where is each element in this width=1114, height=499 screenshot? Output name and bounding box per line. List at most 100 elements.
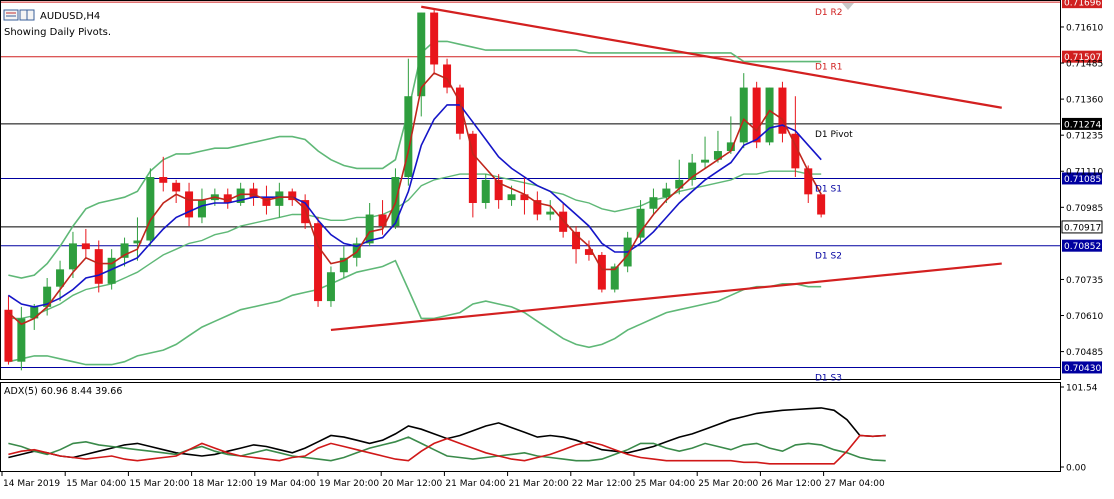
time-tick-label: 26 Mar 12:00 xyxy=(761,479,821,489)
candle xyxy=(326,266,335,307)
candle-body xyxy=(559,211,568,232)
candle xyxy=(4,295,13,365)
candle-body xyxy=(172,182,181,192)
pivot-price-label: 0.70852 xyxy=(1064,242,1101,252)
adx-tick-label: 0.00 xyxy=(1066,464,1086,474)
candle-body xyxy=(688,162,697,180)
candle-body xyxy=(713,151,722,160)
candle-body xyxy=(326,272,335,302)
pivot-price-box xyxy=(1062,117,1102,130)
candle xyxy=(468,130,477,218)
lower-trendline xyxy=(330,262,1002,332)
candle xyxy=(275,182,284,218)
candle-body xyxy=(417,12,426,97)
candle xyxy=(365,202,374,247)
adx-series-line xyxy=(8,434,886,465)
candle-body xyxy=(546,211,555,215)
time-tick-label: 14 Mar 2019 xyxy=(3,479,60,489)
price-tick-label: 0.70985 xyxy=(1066,204,1103,214)
candle xyxy=(81,228,90,258)
candle-body xyxy=(636,208,645,238)
adx-panel-layer: 101.54 0.00 xyxy=(8,384,1098,474)
candle-body xyxy=(223,194,232,203)
pivot-price-label: 0.71274 xyxy=(1064,120,1101,130)
pivot-subtitle: Showing Daily Pivots. xyxy=(4,27,111,38)
candle xyxy=(68,231,77,279)
time-tick-label: 21 Mar 04:00 xyxy=(445,479,505,489)
candle xyxy=(391,168,400,229)
candle xyxy=(172,179,181,203)
candle-body xyxy=(365,214,374,244)
pivot-name-label: D1 Pivot xyxy=(815,130,853,140)
time-tick-label: 27 Mar 04:00 xyxy=(825,479,885,489)
candle xyxy=(404,58,413,186)
candle-body xyxy=(4,309,13,362)
adx-header-label: ADX(5) 60.96 8.44 39.66 xyxy=(4,386,122,397)
pivot-price-label: 0.71696 xyxy=(1064,0,1101,9)
candle xyxy=(533,191,542,221)
price-tick-label: 0.71485 xyxy=(1066,60,1103,70)
candle xyxy=(481,174,490,209)
candle-body xyxy=(262,197,271,206)
time-tick-label: 19 Mar 04:00 xyxy=(256,479,316,489)
time-tick-label: 18 Mar 12:00 xyxy=(193,479,253,489)
candle xyxy=(30,303,39,330)
price-panel-frame xyxy=(0,0,1061,380)
candle-body xyxy=(739,87,748,143)
time-tick-label: 15 Mar 20:00 xyxy=(129,479,189,489)
current-price-box xyxy=(1061,220,1103,234)
candle xyxy=(572,226,581,264)
moving-averages-layer xyxy=(7,72,822,326)
candle-body xyxy=(301,200,310,224)
candle-body xyxy=(610,266,619,290)
pivot-lines-layer xyxy=(1,1,1060,368)
candle-body xyxy=(804,168,813,195)
candle-body xyxy=(507,194,516,201)
candle xyxy=(339,246,348,279)
candle-body xyxy=(288,191,297,201)
price-axis: 0.71696 0.71507 0.71274 0.71085 0.70852 0.704… xyxy=(1060,0,1103,374)
candle-body xyxy=(197,200,206,218)
price-tick-label: 0.71360 xyxy=(1066,96,1103,106)
candle xyxy=(455,84,464,140)
upper-trendline xyxy=(421,5,1002,109)
adx-series-line xyxy=(8,436,886,462)
candle xyxy=(146,168,155,247)
candle-body xyxy=(662,188,671,198)
candle xyxy=(159,156,168,192)
pivot-name-label: D1 R2 xyxy=(815,8,843,18)
moving-average-slow-line xyxy=(7,104,822,308)
pivot-name-label: D1 S2 xyxy=(815,252,842,262)
candle-body xyxy=(404,96,413,178)
candle-body xyxy=(236,188,245,203)
candle-body xyxy=(68,243,77,270)
pivot-price-box xyxy=(1062,239,1102,252)
indicator-panel-frame xyxy=(0,382,1061,472)
price-tick-label: 0.71610 xyxy=(1066,23,1103,33)
candle-body xyxy=(520,194,529,201)
candle-body xyxy=(314,223,323,302)
candle xyxy=(701,136,710,169)
candle-body xyxy=(817,194,826,215)
bollinger-middle-line xyxy=(8,170,822,320)
candle xyxy=(584,240,593,261)
candle-body xyxy=(94,249,103,284)
candle xyxy=(636,200,645,244)
candle-body xyxy=(275,191,284,206)
candle-body xyxy=(43,286,52,307)
time-tick-label: 15 Mar 04:00 xyxy=(66,479,126,489)
pivot-price-box xyxy=(1062,361,1102,374)
bollinger-lower-line xyxy=(8,259,822,366)
candle-body xyxy=(494,179,503,201)
candle-body xyxy=(17,318,26,362)
pivot-price-box xyxy=(1062,172,1102,185)
time-tick-label: 21 Mar 20:00 xyxy=(509,479,569,489)
candle-body xyxy=(726,142,735,152)
time-tick-label: 22 Mar 12:00 xyxy=(572,479,632,489)
chart-menu-icon[interactable] xyxy=(3,9,19,21)
candle xyxy=(120,237,129,267)
candle-body xyxy=(455,87,464,134)
candle-body xyxy=(597,254,606,290)
